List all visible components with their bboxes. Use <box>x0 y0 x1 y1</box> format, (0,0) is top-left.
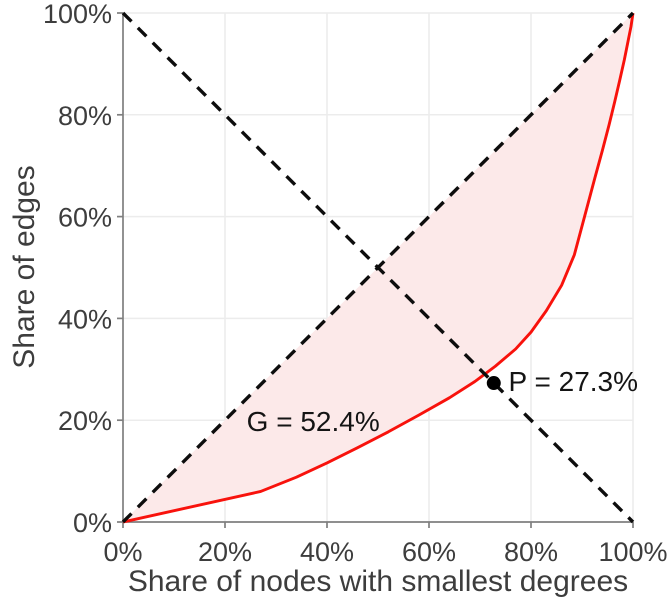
x-tick-label: 40% <box>300 537 354 567</box>
data-series <box>121 11 635 524</box>
y-tick-label: 20% <box>58 406 112 436</box>
x-tick-label: 20% <box>198 537 252 567</box>
p-annotation: P = 27.3% <box>509 366 638 397</box>
axes <box>117 12 634 528</box>
y-tick-label: 80% <box>58 101 112 131</box>
x-tick-label: 100% <box>598 537 667 567</box>
y-tick-label: 100% <box>43 0 112 29</box>
tick-labels: 0% 20% 40% 60% 80% 100% 0% 20% 40% 60% 80% 100% <box>43 0 668 567</box>
y-axis-label: Share of edges <box>8 165 41 368</box>
y-tick-label: 40% <box>58 304 112 334</box>
x-tick-label: 60% <box>402 537 456 567</box>
y-tick-label: 60% <box>58 203 112 233</box>
point-marker <box>486 376 501 391</box>
y-tick-label: 0% <box>73 508 112 538</box>
annotations: G = 52.4% P = 27.3% <box>247 366 638 437</box>
gini-annotation: G = 52.4% <box>247 406 380 437</box>
x-tick-label: 80% <box>504 537 558 567</box>
anti-diagonal <box>121 11 635 524</box>
p-point-dot <box>486 376 501 391</box>
x-tick-label: 0% <box>103 537 142 567</box>
x-axis-label: Share of nodes with smallest degrees <box>128 565 628 598</box>
lorenz-curve <box>122 12 635 524</box>
